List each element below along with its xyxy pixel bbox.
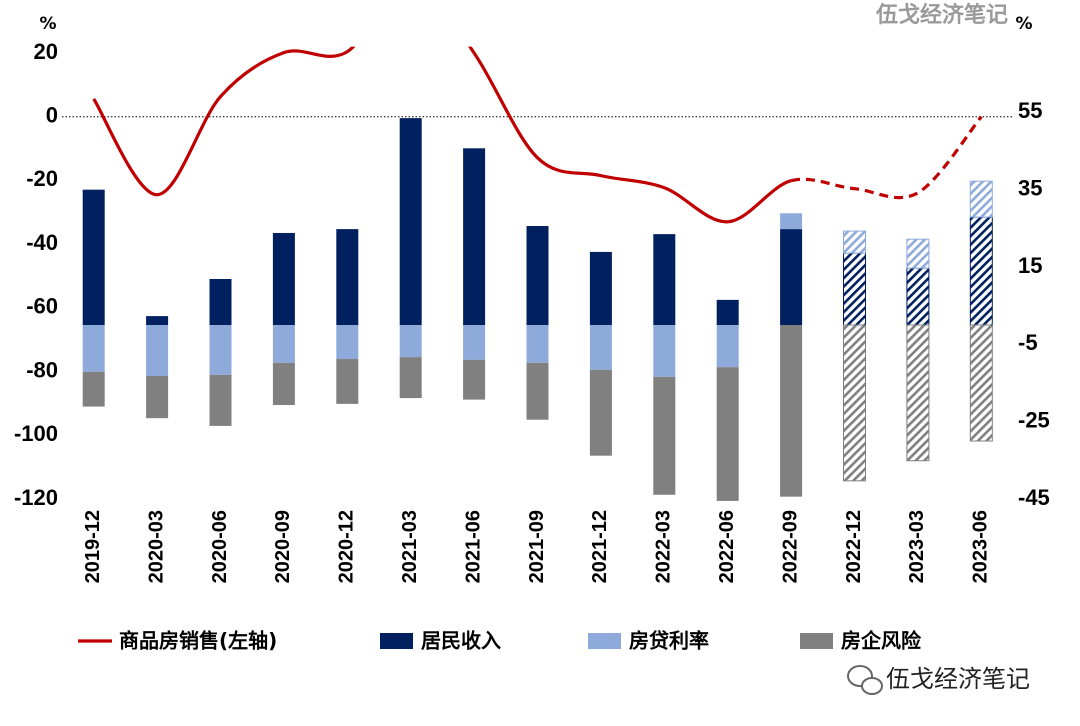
bar (653, 325, 676, 377)
legend-label: 商品房销售(左轴) (119, 629, 277, 653)
bar (843, 252, 866, 326)
bar (336, 359, 359, 404)
y-tick-label: -120 (14, 485, 58, 510)
bar (526, 325, 549, 363)
y2-tick-label: -25 (1018, 407, 1050, 432)
bar (906, 267, 930, 326)
x-tick-label: 2022-09 (779, 510, 801, 583)
y-tick-label: -100 (14, 421, 58, 446)
bar (780, 325, 803, 497)
bar (272, 232, 295, 325)
y2-tick-label: 55 (1018, 98, 1042, 123)
x-tick-label: 2021-03 (399, 510, 421, 583)
bar (716, 367, 739, 501)
bar (780, 229, 803, 325)
bar (336, 229, 359, 325)
bar (272, 325, 295, 363)
legend-label: 房贷利率 (629, 629, 709, 653)
x-tick-label: 2023-06 (970, 510, 992, 583)
bar (589, 325, 612, 370)
line-forecast (790, 115, 983, 200)
y2-unit: % (1015, 14, 1032, 34)
x-tick-label: 2020-12 (336, 510, 358, 583)
x-tick-label: 2020-09 (272, 510, 294, 583)
bar (843, 324, 866, 482)
bar (526, 362, 549, 420)
bar (399, 118, 422, 325)
y-tick-label: -40 (26, 230, 58, 255)
bar (209, 278, 232, 325)
legend-label: 居民收入 (421, 629, 501, 653)
y-unit: % (39, 14, 56, 34)
x-tick-label: 2021-12 (589, 510, 611, 583)
x-tick-label: 2021-06 (462, 510, 484, 583)
bar (969, 180, 993, 218)
x-tick-label: 2022-12 (843, 510, 865, 583)
y2-tick-label: -45 (1018, 485, 1050, 510)
bar (653, 234, 676, 325)
bar (843, 230, 866, 254)
bar (82, 325, 105, 372)
legend-swatch (800, 633, 833, 649)
y2-tick-label: -5 (1018, 330, 1038, 355)
bar (82, 189, 105, 325)
bar (969, 324, 993, 442)
bar (82, 371, 105, 407)
bar (399, 357, 422, 399)
bar (146, 376, 169, 419)
bar (463, 359, 486, 400)
x-tick-label: 2023-03 (906, 510, 928, 583)
watermark-bottom: 伍戈经济笔记 (886, 665, 1030, 693)
bar (716, 325, 739, 368)
bar (526, 226, 549, 325)
y2-tick-label: 15 (1018, 253, 1042, 278)
bar (463, 325, 486, 360)
y-tick-label: -20 (26, 166, 58, 191)
bar (780, 213, 803, 230)
y-tick-label: -60 (26, 294, 58, 319)
bar (906, 238, 930, 269)
bar (716, 299, 739, 325)
legend-swatch (588, 633, 621, 649)
x-tick-label: 2022-03 (653, 510, 675, 583)
bar (399, 325, 422, 358)
x-tick-label: 2022-06 (716, 510, 738, 583)
bar (463, 148, 486, 325)
bar (336, 325, 359, 360)
legend-label: 房企风险 (841, 629, 922, 653)
legend-swatch (380, 633, 413, 649)
bar (146, 325, 169, 377)
x-tick-label: 2019-12 (82, 510, 104, 583)
y-tick-label: -80 (26, 357, 58, 382)
bar (969, 216, 993, 326)
watermark: 伍戈经济笔记 (875, 2, 1008, 28)
y-tick-label: 20 (34, 39, 58, 64)
bar (209, 374, 232, 426)
bar (209, 325, 232, 375)
line (92, 46, 792, 224)
bar (272, 362, 295, 406)
y2-tick-label: 35 (1018, 175, 1042, 200)
bar (653, 376, 676, 495)
bar (589, 369, 612, 456)
x-tick-label: 2021-09 (526, 510, 548, 583)
bar (589, 251, 612, 325)
bar (146, 316, 169, 325)
bar (906, 324, 930, 462)
wechat-icon (847, 665, 883, 695)
x-tick-label: 2020-03 (145, 510, 167, 583)
x-tick-label: 2020-06 (209, 510, 231, 583)
y-tick-label: 0 (46, 103, 58, 128)
